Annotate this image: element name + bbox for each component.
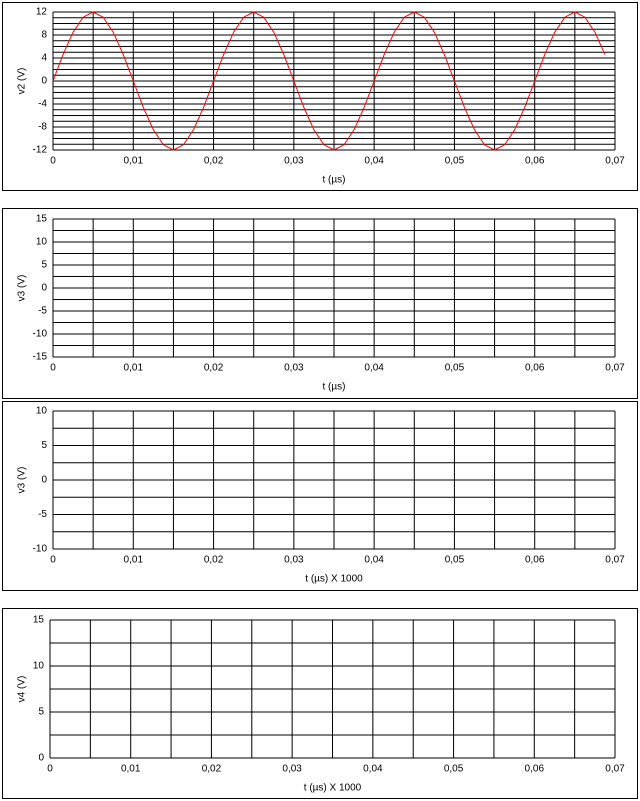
y-tick-label: 10 bbox=[36, 406, 48, 417]
x-tick-label: 0,04 bbox=[363, 764, 383, 775]
y-axis-label: v3 (V) bbox=[17, 467, 28, 494]
y-tick-label: 5 bbox=[41, 440, 47, 451]
y-tick-label: 0 bbox=[41, 283, 47, 294]
x-tick-label: 0,06 bbox=[525, 764, 545, 775]
x-axis-label: t (µs) bbox=[323, 382, 346, 393]
x-tick-label: 0 bbox=[50, 363, 56, 374]
x-tick-label: 0,01 bbox=[121, 764, 141, 775]
y-tick-label: 15 bbox=[33, 615, 45, 626]
x-tick-label: 0,03 bbox=[284, 156, 304, 167]
y-tick-label: 10 bbox=[33, 661, 45, 672]
x-tick-label: 0,06 bbox=[525, 363, 545, 374]
x-tick-label: 0,06 bbox=[525, 555, 545, 566]
y-tick-label: 5 bbox=[41, 260, 47, 271]
x-tick-label: 0,03 bbox=[282, 764, 302, 775]
y-tick-label: 4 bbox=[41, 53, 47, 64]
x-axis-label: t (µs) X 1000 bbox=[305, 574, 363, 585]
x-axis-label: t (µs) bbox=[323, 175, 346, 186]
x-tick-label: 0,05 bbox=[445, 555, 465, 566]
x-tick-label: 0,07 bbox=[605, 363, 625, 374]
y-tick-label: 0 bbox=[41, 475, 47, 486]
series-line bbox=[52, 11, 606, 151]
y-tick-label: 12 bbox=[36, 7, 48, 18]
x-tick-label: 0,04 bbox=[364, 363, 384, 374]
y-tick-label: 15 bbox=[36, 214, 48, 225]
y-tick-label: -4 bbox=[38, 99, 47, 110]
y-tick-label: 0 bbox=[38, 753, 44, 764]
panel bbox=[2, 2, 638, 191]
x-tick-label: 0,02 bbox=[204, 156, 224, 167]
x-tick-label: 0,05 bbox=[444, 764, 464, 775]
y-tick-label: -5 bbox=[38, 306, 47, 317]
x-tick-label: 0,07 bbox=[605, 156, 625, 167]
x-tick-label: 0,04 bbox=[364, 156, 384, 167]
x-tick-label: 0,04 bbox=[364, 555, 384, 566]
panel bbox=[2, 208, 638, 399]
x-tick-label: 0,01 bbox=[124, 363, 144, 374]
panel bbox=[2, 608, 638, 799]
y-tick-label: -12 bbox=[33, 145, 48, 156]
x-tick-label: 0 bbox=[50, 156, 56, 167]
y-tick-label: 10 bbox=[36, 237, 48, 248]
y-tick-label: 0 bbox=[41, 76, 47, 87]
y-tick-label: -5 bbox=[38, 509, 47, 520]
x-tick-label: 0,07 bbox=[605, 555, 625, 566]
y-tick-label: -15 bbox=[33, 352, 48, 363]
x-tick-label: 0,03 bbox=[284, 555, 304, 566]
panel bbox=[2, 401, 638, 591]
x-tick-label: 0,03 bbox=[284, 363, 304, 374]
y-tick-label: 8 bbox=[41, 30, 47, 41]
x-tick-label: 0,02 bbox=[204, 555, 224, 566]
y-axis-label: v2 (V) bbox=[17, 68, 28, 95]
x-tick-label: 0,05 bbox=[445, 363, 465, 374]
x-axis-label: t (µs) X 1000 bbox=[304, 783, 362, 794]
x-tick-label: 0,02 bbox=[202, 764, 222, 775]
x-tick-label: 0,02 bbox=[204, 363, 224, 374]
x-tick-label: 0,01 bbox=[124, 555, 144, 566]
y-tick-label: 5 bbox=[38, 707, 44, 718]
y-axis-label: v3 (V) bbox=[17, 275, 28, 302]
x-tick-label: 0,06 bbox=[525, 156, 545, 167]
x-tick-label: 0,07 bbox=[605, 764, 625, 775]
y-tick-label: -8 bbox=[38, 122, 47, 133]
y-tick-label: -10 bbox=[33, 329, 48, 340]
x-tick-label: 0 bbox=[50, 555, 56, 566]
y-axis-label: v4 (V) bbox=[17, 676, 28, 703]
x-tick-label: 0,05 bbox=[445, 156, 465, 167]
x-tick-label: 0,01 bbox=[124, 156, 144, 167]
x-tick-label: 0 bbox=[47, 764, 53, 775]
y-tick-label: -10 bbox=[33, 544, 48, 555]
